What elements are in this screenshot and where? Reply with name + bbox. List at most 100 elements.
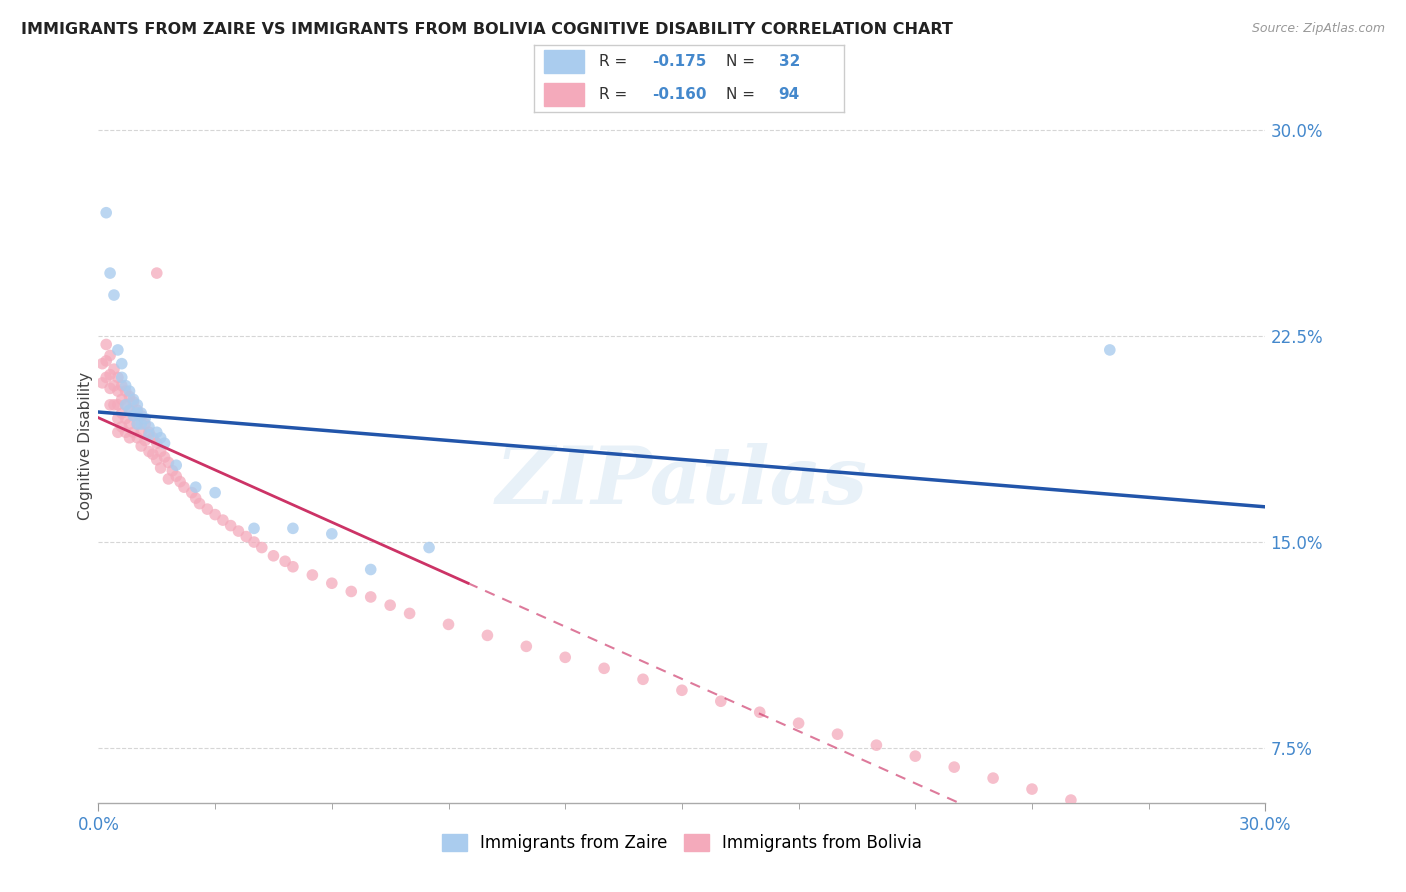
Text: 94: 94 [779,87,800,103]
Point [114,411,136,425]
Point [122,395,145,409]
Point [118,431,141,445]
Point [710,694,733,708]
Point [1021,782,1043,797]
Point [142,431,165,445]
Point [153,436,176,450]
Point [111,419,134,434]
Point [748,705,770,719]
Point [96,370,118,384]
Point [142,447,165,461]
Point [91,376,114,390]
Point [250,541,273,555]
Point [153,450,176,464]
Point [103,398,125,412]
Point [321,576,343,591]
Point [114,378,136,392]
Text: 32: 32 [779,54,800,69]
Point [138,444,160,458]
Point [103,362,125,376]
Point [165,469,187,483]
Point [127,417,149,431]
Point [111,406,134,420]
Point [380,598,402,612]
Bar [544,84,583,106]
Point [243,521,266,535]
Point [157,455,180,469]
Point [96,205,118,219]
Point [129,406,152,420]
Point [146,436,169,450]
Point [184,491,207,505]
Point [107,425,129,440]
Y-axis label: Cognitive Disability: Cognitive Disability [77,372,93,520]
Point [204,485,226,500]
Point [301,568,323,582]
Point [360,590,382,604]
Point [904,749,927,764]
Point [437,617,460,632]
Point [98,368,121,382]
Text: N =: N = [725,87,759,103]
Point [184,480,207,494]
Point [981,771,1004,785]
Point [129,417,152,431]
Point [593,661,616,675]
Text: Source: ZipAtlas.com: Source: ZipAtlas.com [1251,22,1385,36]
Point [98,348,121,362]
Text: -0.175: -0.175 [652,54,706,69]
Point [122,409,145,423]
Point [91,357,114,371]
Text: -0.160: -0.160 [652,87,706,103]
Point [103,288,125,302]
Point [114,384,136,398]
Text: IMMIGRANTS FROM ZAIRE VS IMMIGRANTS FROM BOLIVIA COGNITIVE DISABILITY CORRELATIO: IMMIGRANTS FROM ZAIRE VS IMMIGRANTS FROM… [21,22,953,37]
Point [107,370,129,384]
Point [111,392,134,407]
Point [195,502,218,516]
Point [98,398,121,412]
Point [262,549,284,563]
Point [228,524,250,538]
Point [631,673,654,687]
Point [122,425,145,440]
Point [134,434,156,448]
Point [418,541,440,555]
Point [98,266,121,280]
Point [127,398,149,412]
Point [274,554,297,568]
Point [138,425,160,440]
Point [1060,793,1083,807]
Point [134,417,156,431]
Point [165,458,187,473]
Point [96,354,118,368]
Point [398,607,420,621]
Point [107,411,129,425]
Point [157,472,180,486]
Point [134,411,156,425]
Point [281,521,304,535]
Point [146,425,169,440]
Point [111,378,134,392]
Point [219,518,242,533]
Point [204,508,226,522]
Point [118,417,141,431]
Point [127,431,149,445]
Point [149,444,172,458]
Point [149,461,172,475]
Point [180,485,202,500]
Point [243,535,266,549]
Point [114,425,136,440]
Bar [544,50,583,73]
Point [118,384,141,398]
Point [865,738,887,752]
Point [127,417,149,431]
Point [138,428,160,442]
Point [281,559,304,574]
Point [118,403,141,417]
Point [122,409,145,423]
Point [146,266,169,280]
Point [111,370,134,384]
Point [138,419,160,434]
Point [114,398,136,412]
